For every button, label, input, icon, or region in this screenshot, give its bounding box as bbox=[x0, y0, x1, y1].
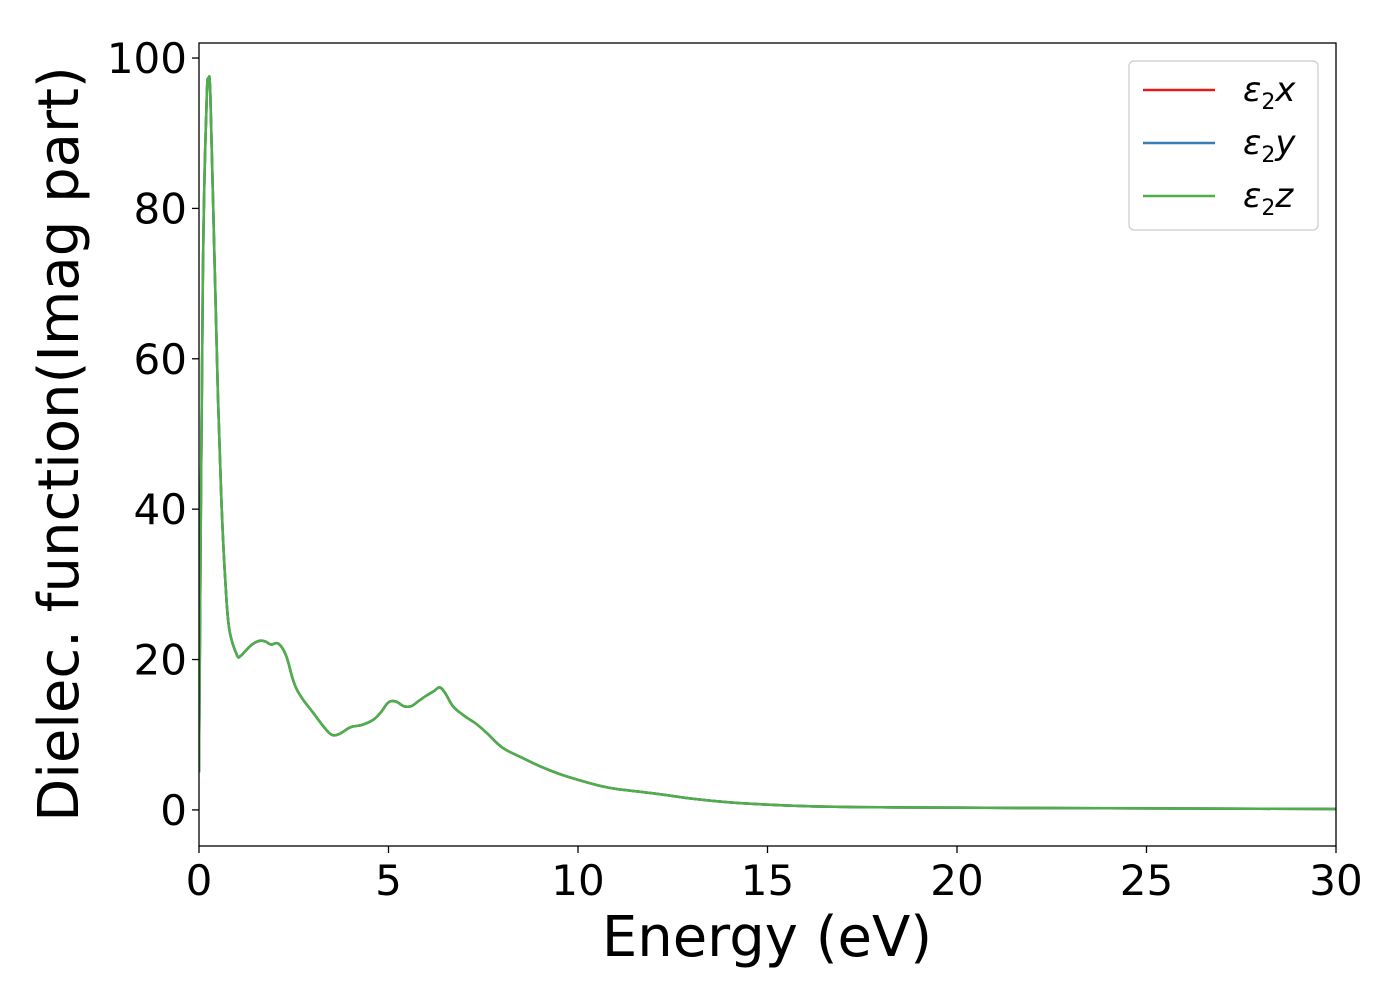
y-tick-label: 60 bbox=[134, 335, 187, 384]
y-axis-ticks: 0 20 40 60 80 100 bbox=[107, 34, 199, 835]
y-tick-label: 20 bbox=[134, 636, 187, 685]
x-tick-label: 10 bbox=[551, 856, 604, 905]
legend-label-e2z: ε2z bbox=[1243, 176, 1294, 221]
y-tick-label: 40 bbox=[134, 485, 187, 534]
y-axis-label: Dielec. function(Imag part) bbox=[27, 66, 92, 822]
x-tick-label: 25 bbox=[1120, 856, 1173, 905]
legend-box bbox=[1128, 60, 1319, 231]
x-tick-label: 0 bbox=[186, 856, 213, 905]
x-tick-label: 30 bbox=[1309, 856, 1362, 905]
x-tick-label: 5 bbox=[375, 856, 402, 905]
x-tick-label: 15 bbox=[741, 856, 794, 905]
legend: ε2x ε2y ε2z bbox=[1128, 60, 1319, 231]
y-tick-label: 0 bbox=[160, 786, 187, 835]
series-layer bbox=[199, 75, 1336, 811]
legend-label-e2y: ε2y bbox=[1243, 123, 1296, 168]
legend-label-e2x: ε2x bbox=[1243, 70, 1296, 115]
x-axis-ticks: 0 5 10 15 20 25 30 bbox=[186, 846, 1363, 905]
x-axis-label: Energy (eV) bbox=[602, 905, 932, 970]
series-line-e2z bbox=[199, 75, 1336, 811]
y-tick-label: 80 bbox=[134, 184, 187, 233]
y-tick-label: 100 bbox=[107, 34, 187, 83]
x-tick-label: 20 bbox=[930, 856, 983, 905]
